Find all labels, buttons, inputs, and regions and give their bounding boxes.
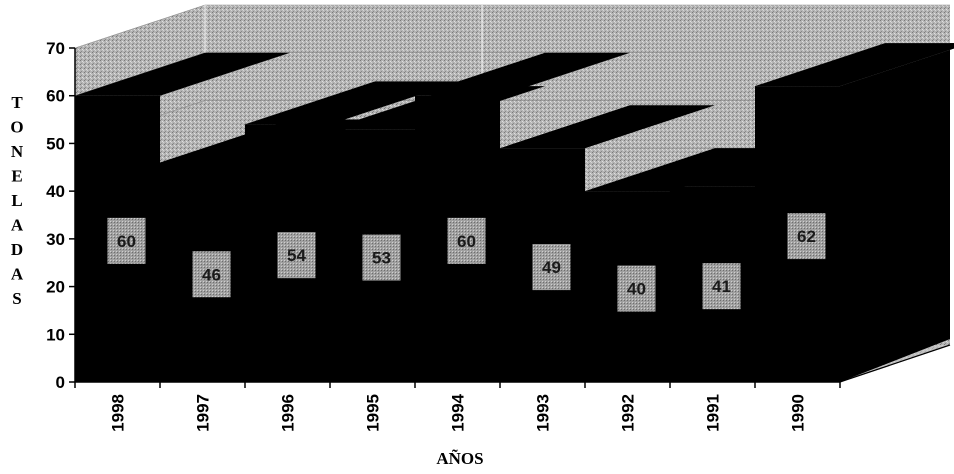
area-top-face [245,81,460,125]
data-label-box [447,217,486,264]
data-label: 62 [797,227,816,246]
area-top-face [585,148,800,192]
y-tick-label: 50 [46,134,65,153]
area-top-face [75,52,290,96]
x-axis-ticks: 1998 1997 1996 1995 1994 1993 1992 1991 1990 [74,382,841,432]
y-tick-label: 40 [46,182,65,201]
y-axis-title-letter: A [11,216,24,235]
area-top-face [415,52,630,96]
data-label-box [277,232,316,279]
data-label-box [532,244,571,291]
x-tick-label: 1998 [109,394,128,432]
x-tick-label: 1997 [194,394,213,432]
x-axis-title: AÑOS [436,449,483,468]
data-label-box [787,213,826,260]
data-label: 53 [372,249,391,268]
x-tick-label: 1993 [534,394,553,432]
y-axis-title-letter: T [11,93,23,112]
data-label: 49 [542,258,561,277]
data-label: 40 [627,280,646,299]
y-tick-label: 0 [56,373,65,392]
x-tick-label: 1996 [279,394,298,432]
y-tick-label: 60 [46,87,65,106]
y-axis-ticks: 0 10 20 30 40 50 60 70 [46,39,75,392]
data-label: 41 [712,277,731,296]
x-tick-label: 1994 [449,393,468,431]
x-tick-label: 1992 [619,394,638,432]
y-axis-title-letter: A [11,265,24,284]
data-label-box [192,251,231,298]
data-label-box [107,217,146,264]
y-axis-title-letter: O [10,118,23,137]
data-label: 60 [457,232,476,251]
y-axis-title-letter: N [11,142,24,161]
x-tick-label: 1995 [364,394,383,432]
area-top-face [755,43,954,87]
data-label: 46 [202,265,221,284]
data-label-box [617,265,656,312]
area-top-face [500,105,715,149]
y-tick-label: 10 [46,325,65,344]
data-label: 60 [117,232,136,251]
y-axis-title-letter: L [11,191,22,210]
data-label: 54 [287,246,306,265]
y-axis-title-letter: D [11,240,23,259]
area-side-face [840,43,954,382]
data-label-box [362,234,401,281]
data-label-box [702,263,741,310]
x-tick-label: 1991 [704,394,723,432]
y-tick-label: 30 [46,230,65,249]
y-axis-title-letter: E [11,167,22,186]
floor-edge [839,344,951,383]
y-axis-title-letter: S [12,289,21,308]
y-tick-label: 70 [46,39,65,58]
y-tick-label: 20 [46,278,65,297]
x-tick-label: 1990 [789,394,808,432]
data-labels: 60 46 54 53 60 49 40 41 62 [107,213,826,312]
